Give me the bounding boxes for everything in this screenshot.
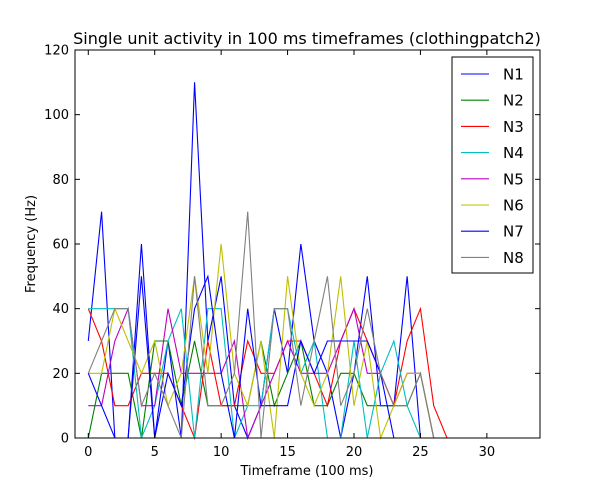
legend: N1 N2 N3 N4 N5 N6 N7 N8 xyxy=(451,56,534,274)
legend-item-n3: N3 xyxy=(461,118,524,136)
legend-label: N3 xyxy=(503,118,524,136)
legend-item-n1: N1 xyxy=(461,66,524,84)
legend-item-n5: N5 xyxy=(461,170,524,188)
chart-title: Single unit activity in 100 ms timeframe… xyxy=(73,29,541,48)
x-tick-label: 20 xyxy=(346,445,363,460)
x-tick-label: 30 xyxy=(479,445,496,460)
y-tick-label: 0 xyxy=(61,432,69,447)
legend-label: N7 xyxy=(503,223,524,241)
legend-item-n2: N2 xyxy=(461,92,524,110)
y-tick-label: 80 xyxy=(52,173,69,188)
ticks-layer: 0 5 10 15 20 25 30 0 20 40 60 80 100 120 xyxy=(44,44,540,460)
y-tick-label: 100 xyxy=(44,108,69,123)
legend-label: N8 xyxy=(503,249,524,267)
y-tick-label: 120 xyxy=(44,44,69,59)
legend-label: N1 xyxy=(503,66,524,84)
legend-frame xyxy=(451,56,534,274)
y-tick-label: 60 xyxy=(52,238,69,253)
legend-items: N1 N2 N3 N4 N5 N6 N7 N8 xyxy=(461,66,524,267)
legend-label: N4 xyxy=(503,144,524,162)
x-tick-label: 10 xyxy=(213,445,230,460)
legend-item-n6: N6 xyxy=(461,197,524,215)
legend-label: N6 xyxy=(503,197,524,215)
legend-item-n7: N7 xyxy=(461,223,524,241)
y-tick-label: 40 xyxy=(52,302,69,317)
y-axis-title: Frequency (Hz) xyxy=(24,195,39,293)
legend-item-n4: N4 xyxy=(461,144,524,162)
x-tick-label: 0 xyxy=(84,445,92,460)
legend-label: N5 xyxy=(503,170,524,188)
x-tick-label: 5 xyxy=(151,445,159,460)
y-tick-label: 20 xyxy=(52,367,69,382)
legend-item-n8: N8 xyxy=(461,249,524,267)
x-tick-label: 15 xyxy=(279,445,296,460)
legend-label: N2 xyxy=(503,92,524,110)
x-axis-title: Timeframe (100 ms) xyxy=(239,464,373,479)
x-tick-label: 25 xyxy=(412,445,429,460)
